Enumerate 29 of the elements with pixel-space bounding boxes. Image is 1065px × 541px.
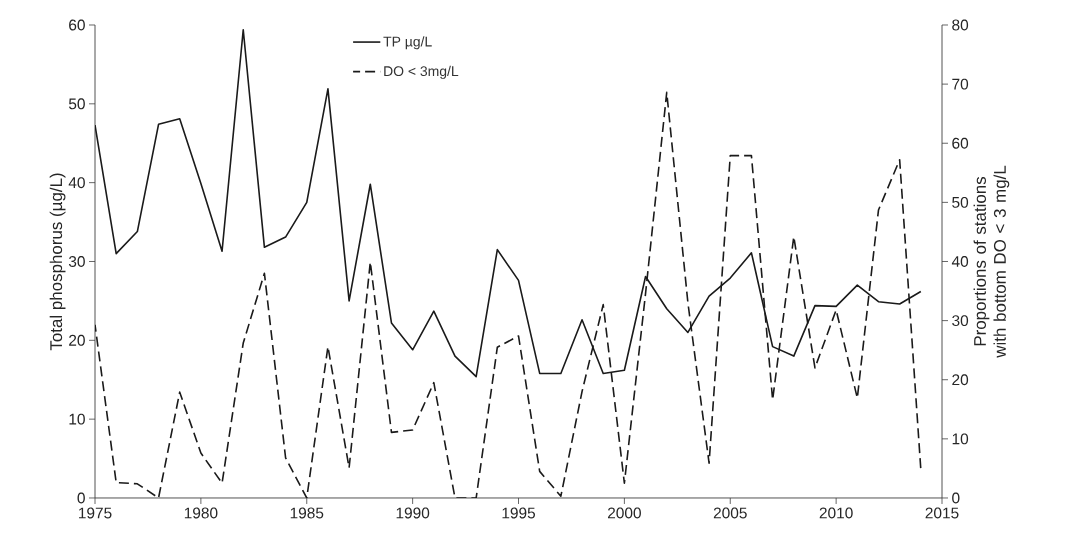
y-tick-label: 30 — [68, 256, 85, 267]
y-tick-label: 10 — [69, 413, 85, 425]
y-axis-title: Total phosphorus (µg/L) — [49, 173, 66, 351]
y2-tick-label: 60 — [952, 137, 969, 149]
legend-label: DO < 3mg/L — [384, 65, 459, 79]
x-tick-label: 1980 — [184, 507, 218, 519]
legend-label: TP µg/L — [383, 36, 432, 50]
x-tick-label: 1975 — [79, 507, 112, 519]
x-tick-label: 2000 — [607, 507, 641, 519]
x-tick-label: 1990 — [396, 507, 430, 519]
y2-tick-label: 0 — [952, 492, 960, 504]
y-tick-label: 40 — [68, 177, 85, 189]
y-tick-label: 50 — [68, 98, 85, 110]
x-tick-label: 2010 — [819, 507, 853, 519]
y2-tick-label: 10 — [952, 433, 969, 445]
x-tick-label: 1995 — [502, 507, 536, 519]
y2-tick-label: 30 — [952, 315, 969, 327]
y-tick-label: 20 — [69, 334, 85, 346]
x-tick-label: 1985 — [290, 507, 324, 519]
y2-tick-label: 50 — [952, 196, 969, 208]
y-tick-label: 60 — [69, 19, 85, 31]
y2-axis-title: Proportions of stations with bottom DO < 3 mg/L — [973, 165, 1010, 358]
y2-tick-label: 70 — [952, 78, 969, 90]
x-tick-label: 2015 — [925, 507, 959, 519]
y2-tick-label: 80 — [952, 19, 969, 31]
y2-tick-label: 40 — [951, 256, 969, 267]
y2-tick-label: 20 — [952, 374, 969, 386]
x-tick-label: 2005 — [713, 507, 747, 519]
y-tick-label: 0 — [77, 492, 85, 504]
